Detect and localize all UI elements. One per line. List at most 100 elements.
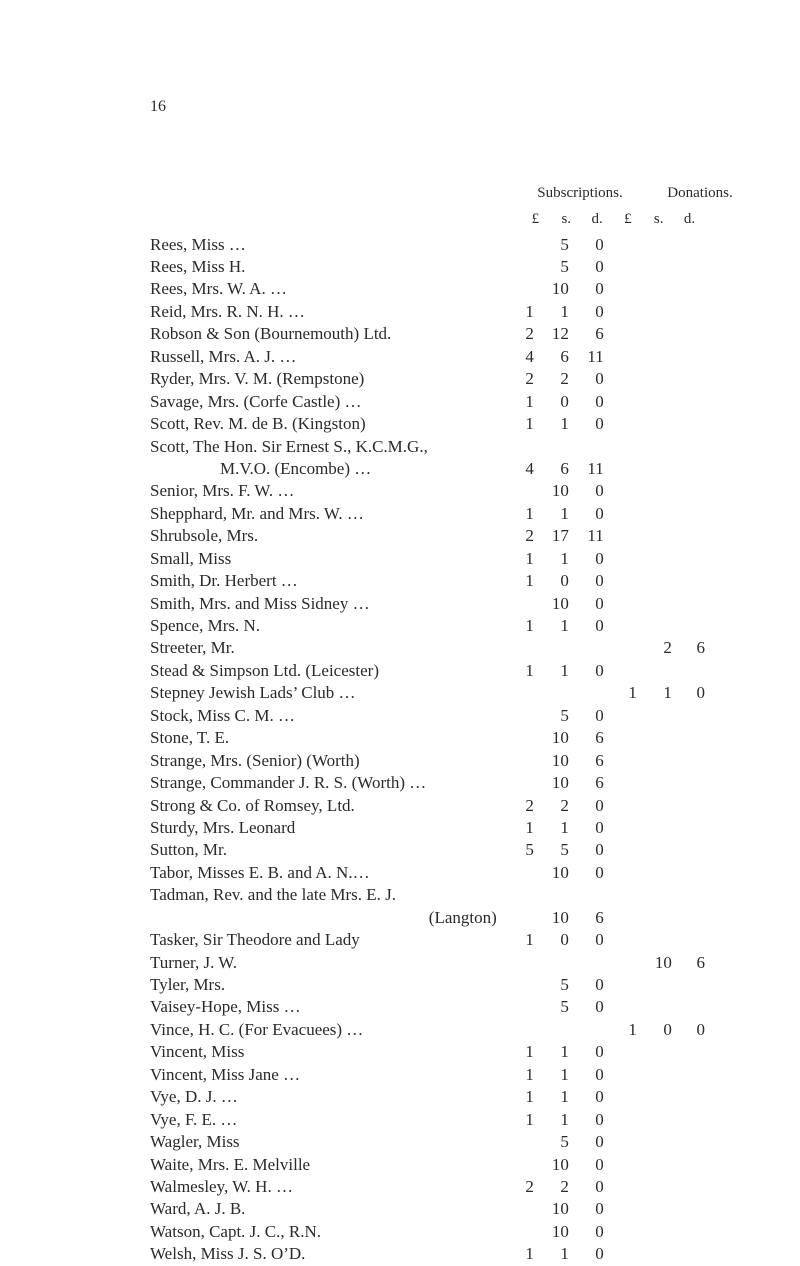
amount-sL: 5 [501,839,534,861]
ledger-row: Scott, Rev. M. de B. (Kingston)110 [150,413,705,435]
amount-dD [672,323,705,345]
amount-dD [672,1086,705,1108]
amount-sS [534,952,569,974]
amount-sD: 0 [569,1064,604,1086]
amount-dS [637,301,672,323]
amount-sD: 0 [569,817,604,839]
amount-sD: 0 [569,278,604,300]
ledger-row: Sturdy, Mrs. Leonard110 [150,817,705,839]
amount-sD: 0 [569,391,604,413]
amount-dS [637,615,672,637]
amount-dD [672,817,705,839]
ledger-row: Rees, Mrs. W. A. …100 [150,278,705,300]
amount-dD [672,974,705,996]
amount-sS: 1 [534,660,569,682]
amount-dD [672,705,705,727]
amount-sS: 0 [534,929,569,951]
amount-dL [604,929,637,951]
amount-sL: 1 [501,660,534,682]
amount-dS [637,795,672,817]
ledger-row: Vince, H. C. (For Evacuees) …100 [150,1019,705,1041]
amount-sL [501,480,534,502]
amount-sD: 0 [569,839,604,861]
amount-dS [637,570,672,592]
entry-name: Rees, Mrs. W. A. … [150,279,291,298]
entry-name: Turner, J. W. [150,953,241,972]
entry-name: Welsh, Miss J. S. O’D. [150,1244,309,1263]
entry-name: Scott, Rev. M. de B. (Kingston) [150,414,370,433]
amount-sS: 5 [534,996,569,1018]
entry-name: Small, Miss [150,549,235,568]
amount-dS [637,1064,672,1086]
amount-dD: 0 [672,682,705,704]
amount-dD [672,301,705,323]
amount-sL [501,772,534,794]
entry-name: Watson, Capt. J. C., R.N. [150,1222,325,1241]
ledger-row: Tasker, Sir Theodore and Lady100 [150,929,705,951]
amount-sD: 11 [569,525,604,547]
amount-dS [637,1221,672,1243]
amount-sS: 2 [534,795,569,817]
amount-dS [637,548,672,570]
entry-name: Smith, Dr. Herbert … [150,571,302,590]
amount-sL: 1 [501,1109,534,1131]
subs-shillings-unit: s. [551,210,582,230]
amount-dL [604,705,637,727]
entry-name: M.V.O. (Encombe) … [150,458,375,480]
amount-dD [672,996,705,1018]
amount-dD [672,458,705,480]
amount-sL: 1 [501,615,534,637]
amount-sS: 10 [534,772,569,794]
amount-sD: 0 [569,705,604,727]
amount-dL [604,1131,637,1153]
amount-sS: 5 [534,234,569,256]
amount-sL: 1 [501,503,534,525]
entry-name: Stone, T. E. [150,728,233,747]
amount-dL [604,1176,637,1198]
amount-dL [604,234,637,256]
entry-name: Stock, Miss C. M. … [150,706,299,725]
amount-sS: 10 [534,862,569,884]
amount-sS: 10 [534,1221,569,1243]
amount-dL [604,974,637,996]
amount-dD [672,1176,705,1198]
amount-dL [604,1109,637,1131]
amount-dL [604,525,637,547]
amount-dD [672,368,705,390]
amount-dD [672,346,705,368]
amount-sL [501,682,534,704]
ledger-row: Vincent, Miss Jane …110 [150,1064,705,1086]
amount-dL [604,1154,637,1176]
amount-sL: 1 [501,1086,534,1108]
amount-dL [604,413,637,435]
amount-sS: 6 [534,346,569,368]
amount-dS: 2 [637,637,672,659]
amount-sD [569,637,604,659]
amount-sS [534,637,569,659]
amount-sD: 0 [569,1154,604,1176]
ledger-row: Vaisey-Hope, Miss …50 [150,996,705,1018]
amount-sD: 0 [569,1131,604,1153]
ledger-row: Senior, Mrs. F. W. …100 [150,480,705,502]
amount-dL [604,1198,637,1220]
entry-name: Vye, D. J. … [150,1087,242,1106]
amount-sL: 1 [501,413,534,435]
amount-sD: 0 [569,593,604,615]
amount-sL [501,1221,534,1243]
amount-sD: 0 [569,974,604,996]
amount-dL [604,772,637,794]
amount-dL [604,1064,637,1086]
ledger-row: Strange, Mrs. (Senior) (Worth)106 [150,750,705,772]
ledger-row: (Langton)106 [150,907,705,929]
amount-sS: 10 [534,1154,569,1176]
amount-dS [637,1176,672,1198]
amount-dS [637,458,672,480]
amount-sL: 2 [501,368,534,390]
amount-dS [637,839,672,861]
amount-dD [672,503,705,525]
amount-dL [604,839,637,861]
amount-dD [672,660,705,682]
entry-name: (Langton) [150,907,501,929]
amount-sD: 0 [569,368,604,390]
amount-dL [604,996,637,1018]
